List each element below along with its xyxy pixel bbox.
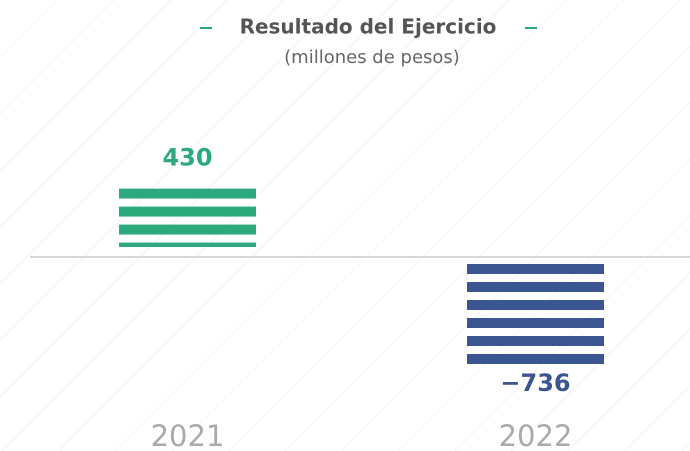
bar xyxy=(467,264,604,364)
data-label: 430 xyxy=(162,144,212,172)
x-tick-label: 2022 xyxy=(499,419,573,451)
chart-title: Resultado del Ejercicio xyxy=(240,15,497,39)
chart-subtitle: (millones de pesos) xyxy=(284,47,460,68)
data-label: −736 xyxy=(500,369,570,397)
bar xyxy=(119,188,256,247)
x-tick-label: 2021 xyxy=(151,419,225,451)
